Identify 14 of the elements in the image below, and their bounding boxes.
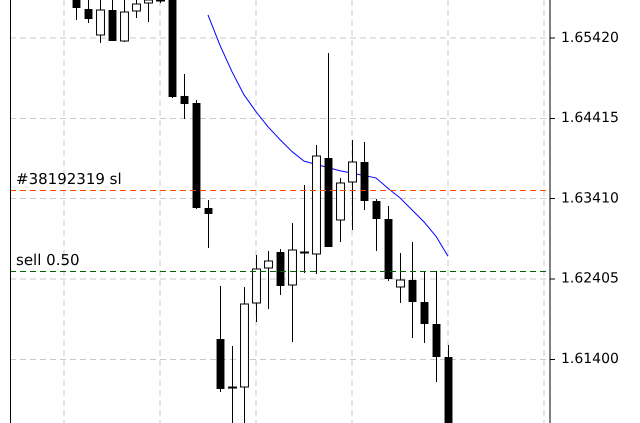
y-tick-label: 1.61400 [561,350,619,367]
y-tick-label: 1.63410 [561,190,619,206]
ref-line-label: sell 0.50 [16,250,80,269]
candlestick [372,198,380,252]
candlestick [204,199,212,249]
candlestick [84,0,92,24]
candlestick [408,242,416,338]
y-tick-label: 1.64415 [561,110,619,126]
candlestick [420,270,428,344]
y-tick-label: 1.65420 [561,30,619,46]
candlestick [180,73,188,120]
candlestick [72,0,80,20]
y-tick-label: 1.62405 [561,270,619,287]
ref-line-label: #38192319 sl [16,170,122,188]
